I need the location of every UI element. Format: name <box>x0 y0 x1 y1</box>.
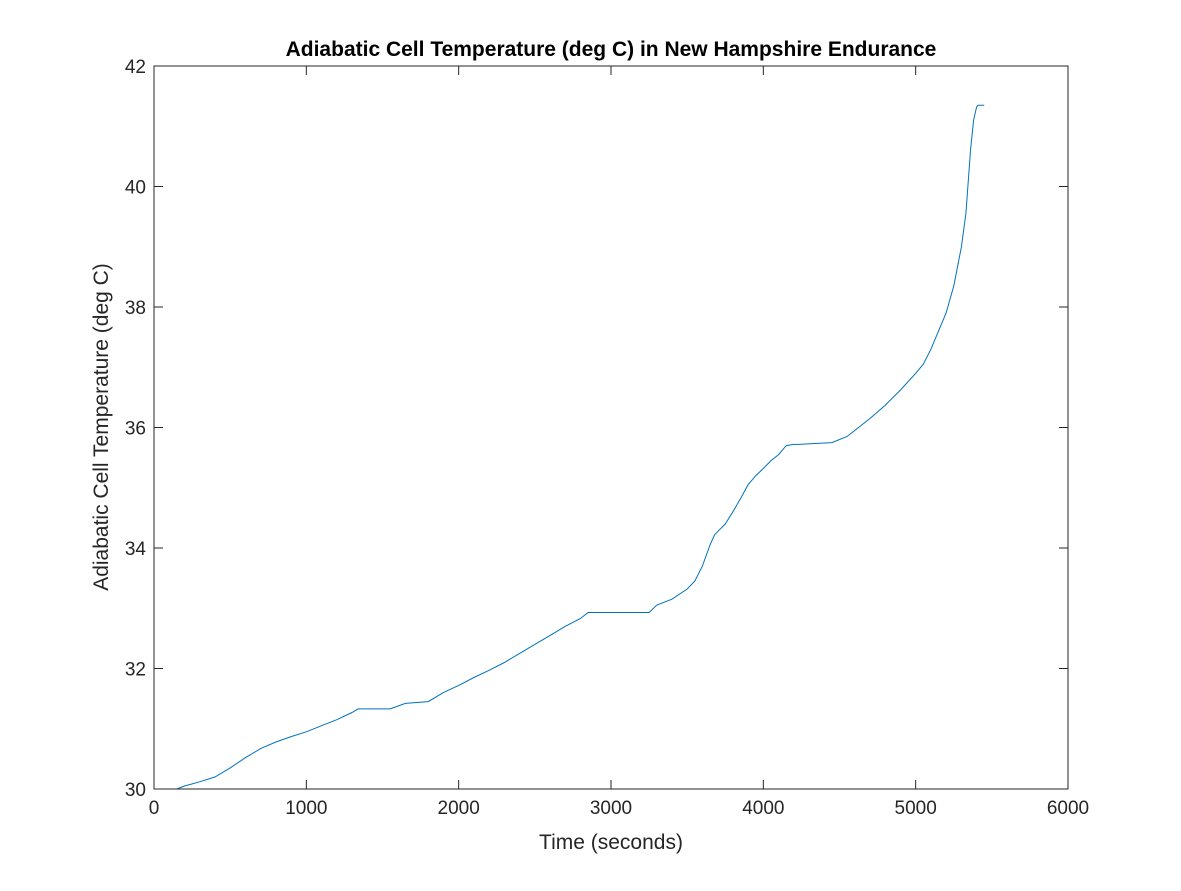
tick-labels: 0 1000 2000 3000 4000 5000 6000 30 32 34 36 38 40 42 <box>125 57 1089 819</box>
y-tick-label: 40 <box>125 178 146 199</box>
y-tick-label: 30 <box>125 780 146 801</box>
x-tick-label: 6000 <box>1047 798 1089 819</box>
x-tick-label: 0 <box>149 798 160 819</box>
y-tick-label: 42 <box>125 57 146 78</box>
y-tick-label: 34 <box>125 539 147 560</box>
x-tick-label: 4000 <box>742 798 784 819</box>
x-tick-label: 3000 <box>590 798 632 819</box>
y-axis-label: Adiabatic Cell Temperature (deg C) <box>90 263 113 591</box>
x-tick-label: 1000 <box>285 798 327 819</box>
y-tick-label: 32 <box>125 660 146 681</box>
axes-box <box>153 65 1069 790</box>
y-tick-label: 38 <box>125 298 146 319</box>
x-tick-label: 2000 <box>438 798 480 819</box>
chart-title: Adiabatic Cell Temperature (deg C) in Ne… <box>286 38 937 61</box>
x-tick-label: 5000 <box>895 798 937 819</box>
plot-area <box>154 66 1068 789</box>
y-tick-label: 36 <box>125 419 146 440</box>
temperature-series-line <box>154 104 985 790</box>
x-axis-label: Time (seconds) <box>539 831 683 854</box>
